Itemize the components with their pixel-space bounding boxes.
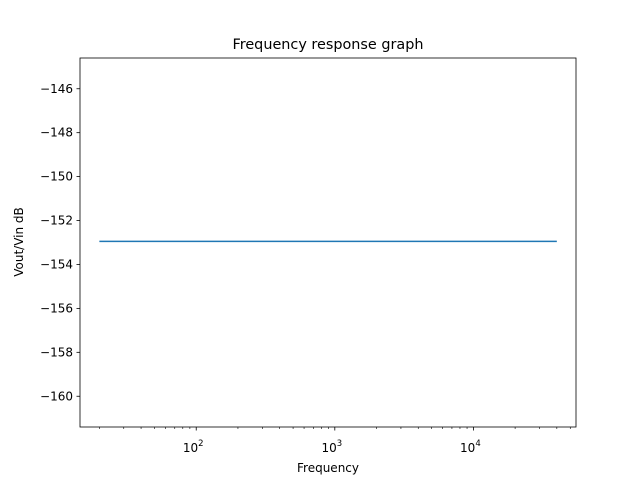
ticks-layer: −146 −148 −150 −152 −154 −156 −158 −160 102 103 10…: [40, 82, 571, 455]
y-tick-label: −160: [40, 389, 73, 403]
x-tick-label: 104: [460, 439, 481, 455]
y-tick-label: −146: [40, 82, 73, 96]
y-axis-label: Vout/Vin dB: [12, 207, 26, 277]
y-tick-label: −152: [40, 214, 73, 228]
y-tick-label: −148: [40, 126, 73, 140]
x-axis-label: Frequency: [297, 461, 359, 475]
y-tick-label: −158: [40, 345, 73, 359]
y-tick-label: −154: [40, 257, 73, 271]
y-tick-label: −156: [40, 301, 73, 315]
x-tick-label: 102: [183, 439, 204, 455]
plot-area-frame: [79, 57, 577, 428]
chart-title: Frequency response graph: [233, 37, 424, 53]
x-tick-label: 103: [321, 439, 342, 455]
y-tick-label: −150: [40, 170, 73, 184]
